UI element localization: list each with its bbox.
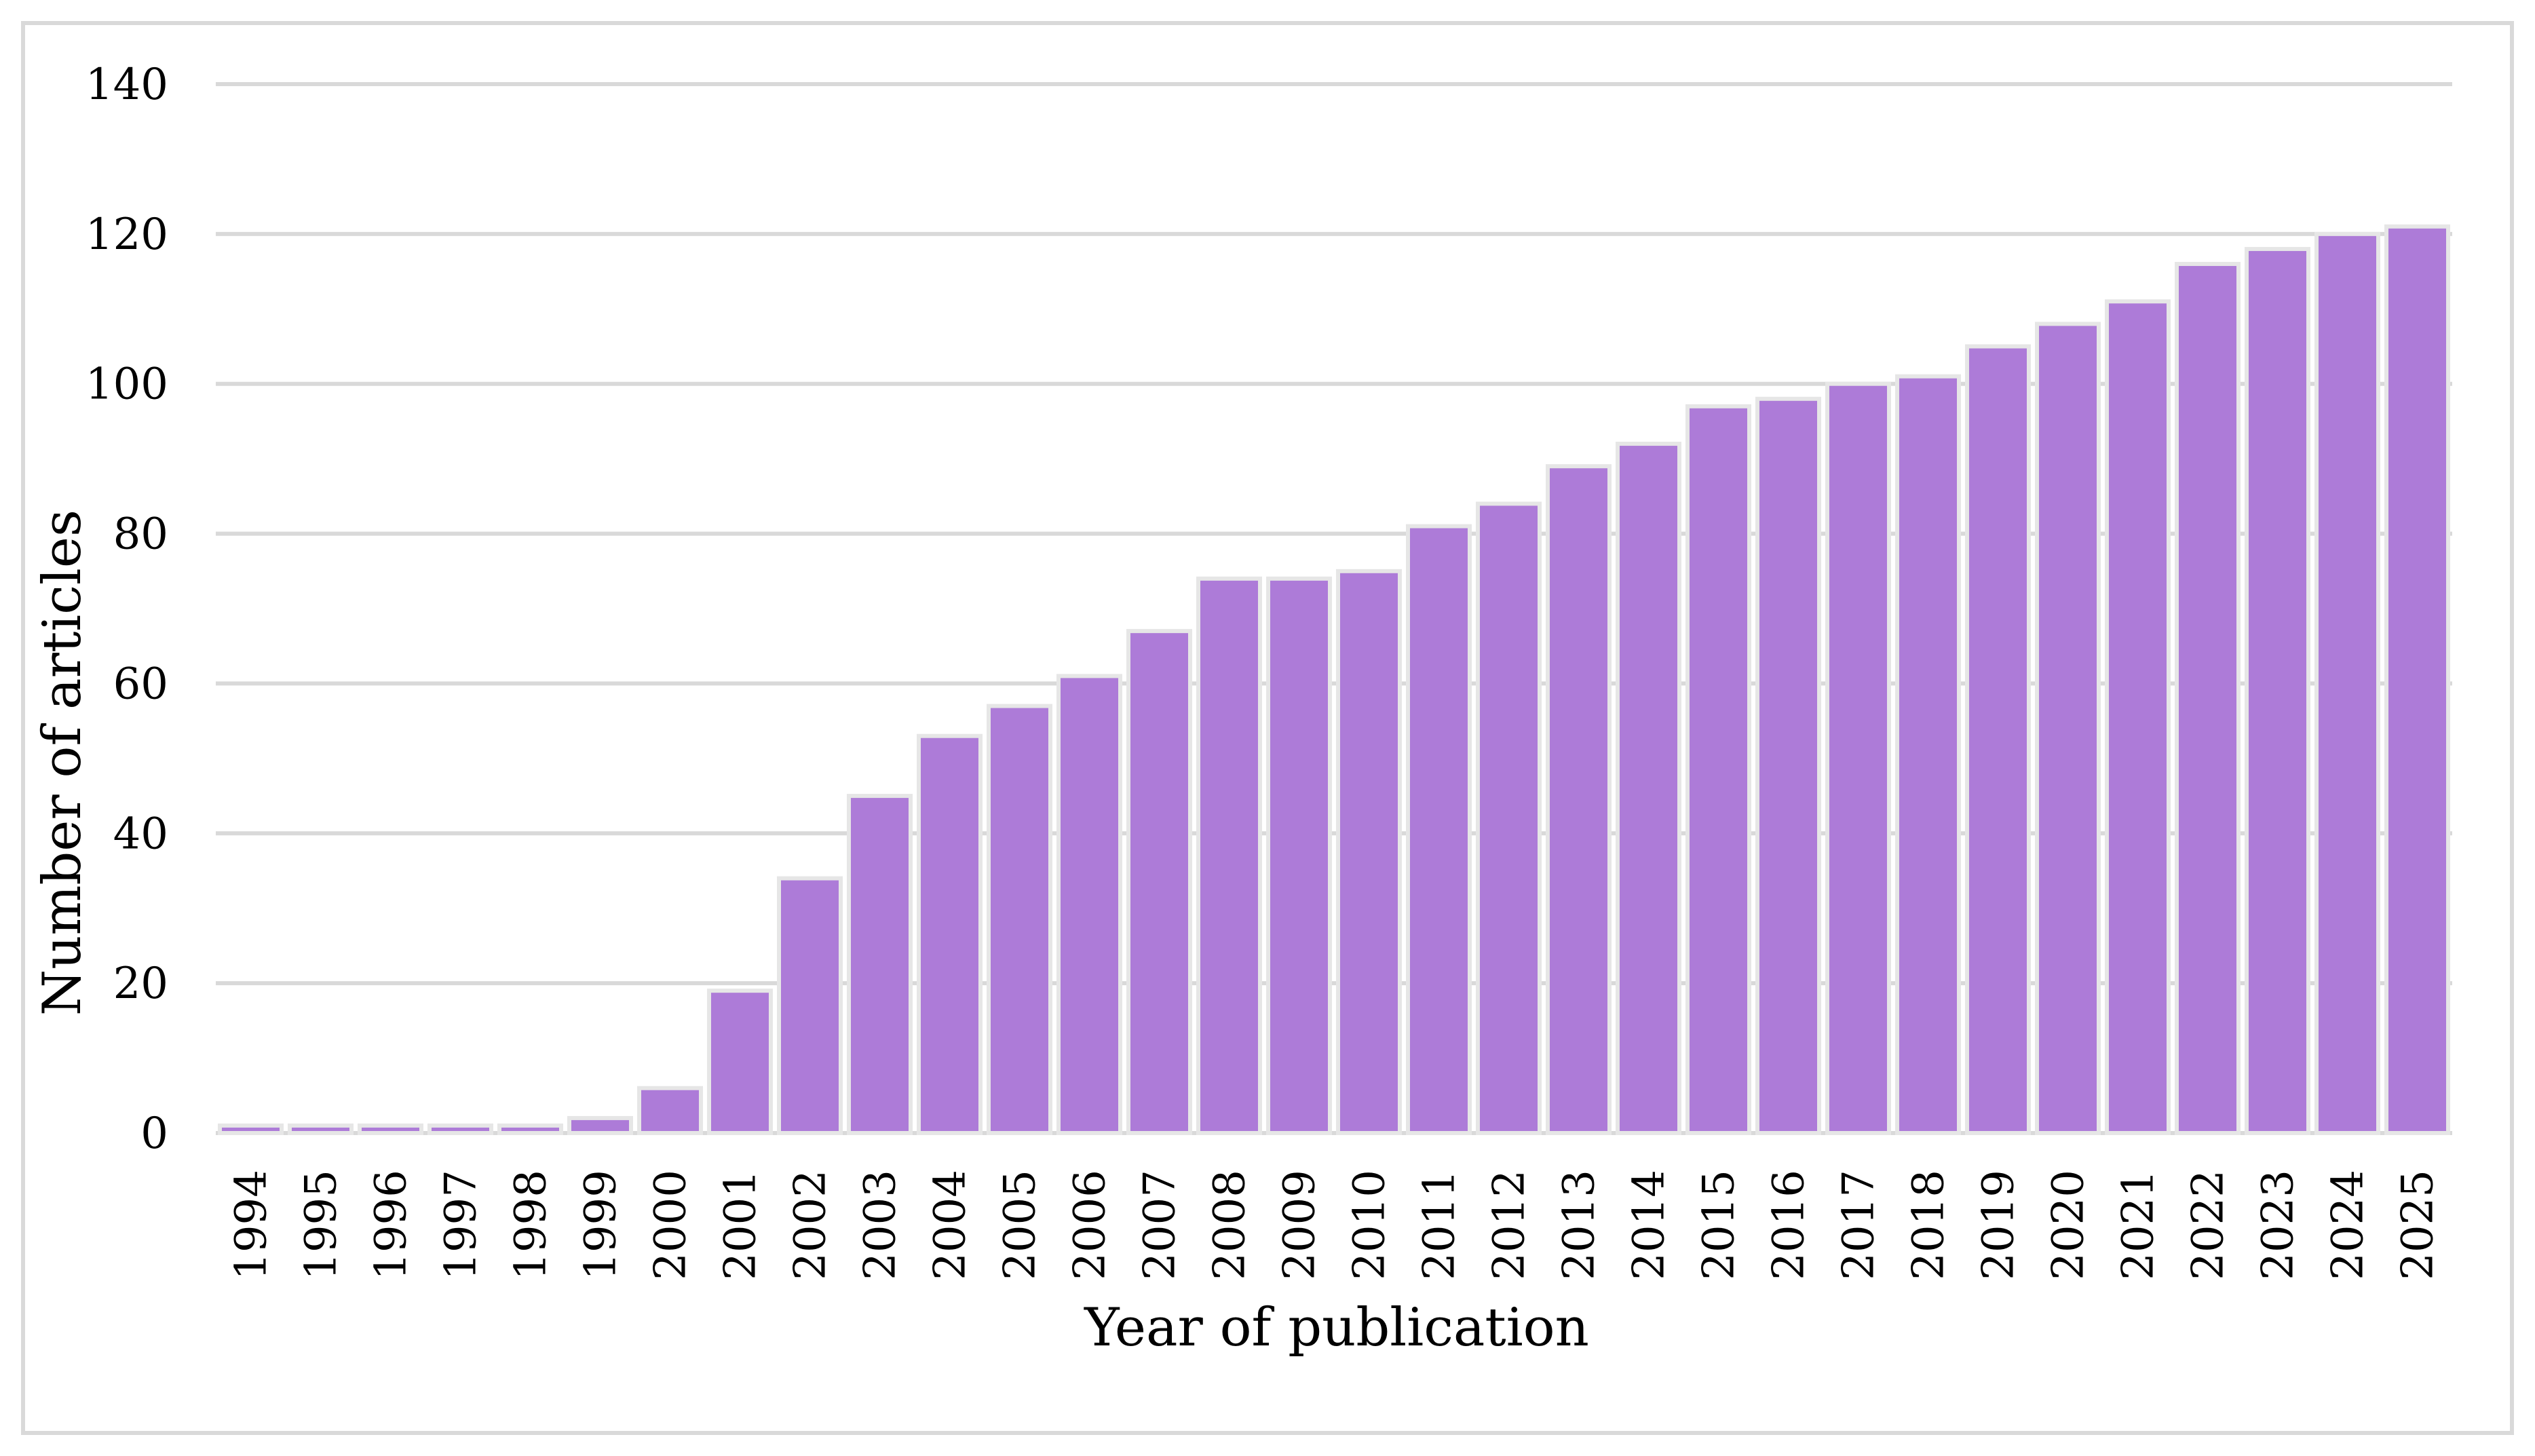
- bar-2001: [707, 989, 773, 1135]
- y-tick-label: 100: [85, 360, 168, 410]
- x-tick-label: 2019: [1974, 1170, 2024, 1280]
- x-tick-label: 2021: [2114, 1170, 2164, 1280]
- x-axis-ticks: 1994 1995 1996 1997 1998 1999 2000 2001 2002 2003…: [227, 1170, 2443, 1280]
- bar-1997: [427, 1123, 493, 1136]
- bar-2013: [1546, 464, 1612, 1135]
- bar-2025: [2384, 224, 2450, 1135]
- x-tick-label: 2000: [646, 1170, 696, 1280]
- x-tick-label: 2016: [1764, 1170, 1814, 1280]
- bar-2018: [1895, 374, 1961, 1136]
- x-tick-label: 2022: [2184, 1170, 2234, 1280]
- bar-2004: [917, 733, 983, 1135]
- y-axis-title: Number of articles: [32, 510, 93, 1016]
- x-tick-label: 1998: [506, 1170, 556, 1280]
- bar-2019: [1965, 344, 2031, 1135]
- bar-2008: [1196, 576, 1262, 1135]
- y-axis-ticks: 0 20 40 60 80 100 120 140: [85, 60, 168, 1159]
- x-tick-label: 2024: [2323, 1170, 2374, 1280]
- y-tick-label: 40: [113, 809, 168, 859]
- y-tick-label: 80: [113, 510, 168, 560]
- x-tick-label: 2011: [1415, 1170, 1465, 1280]
- bar-1995: [288, 1123, 354, 1136]
- bar-2002: [777, 876, 843, 1135]
- x-tick-label: 2017: [1834, 1170, 1884, 1280]
- bar-2017: [1825, 381, 1891, 1136]
- x-tick-label: 1997: [436, 1170, 487, 1280]
- bar-2011: [1406, 524, 1472, 1135]
- y-tick-label: 0: [140, 1109, 168, 1159]
- y-tick-label: 60: [113, 659, 168, 709]
- bar-2000: [637, 1086, 703, 1135]
- x-tick-label: 2002: [786, 1170, 836, 1280]
- bar-2010: [1336, 569, 1402, 1135]
- x-tick-label: 2003: [856, 1170, 906, 1280]
- y-tick-label: 120: [85, 210, 168, 260]
- x-tick-label: 2001: [716, 1170, 766, 1280]
- x-tick-label: 2008: [1205, 1170, 1255, 1280]
- bars: [218, 224, 2450, 1136]
- x-tick-label: 2018: [1904, 1170, 1954, 1280]
- x-tick-label: 1994: [227, 1170, 277, 1280]
- x-tick-label: 2020: [2044, 1170, 2094, 1280]
- bar-1999: [567, 1115, 633, 1136]
- bar-2021: [2105, 299, 2171, 1136]
- bar-2023: [2245, 246, 2310, 1135]
- x-tick-label: 1995: [297, 1170, 347, 1280]
- x-axis-title: Year of publication: [1084, 1297, 1589, 1358]
- bar-2003: [847, 794, 913, 1135]
- x-tick-label: 2025: [2393, 1170, 2443, 1280]
- bar-2012: [1476, 501, 1542, 1135]
- x-tick-label: 2004: [926, 1170, 976, 1280]
- x-tick-label: 2013: [1555, 1170, 1605, 1280]
- x-tick-label: 2007: [1135, 1170, 1185, 1280]
- bar-2006: [1056, 674, 1122, 1135]
- bar-2022: [2175, 262, 2241, 1135]
- bar-2005: [987, 704, 1052, 1135]
- bar-2020: [2035, 322, 2101, 1135]
- x-tick-label: 2006: [1065, 1170, 1116, 1280]
- x-tick-label: 2012: [1485, 1170, 1535, 1280]
- x-tick-label: 2015: [1694, 1170, 1745, 1280]
- x-tick-label: 1996: [366, 1170, 417, 1280]
- bar-2024: [2314, 231, 2380, 1135]
- bar-2007: [1126, 629, 1192, 1135]
- bar-2015: [1685, 404, 1751, 1135]
- bar-2016: [1755, 396, 1821, 1135]
- bar-1998: [497, 1123, 563, 1136]
- x-tick-label: 1999: [576, 1170, 626, 1280]
- x-tick-label: 2014: [1624, 1170, 1675, 1280]
- bar-1994: [218, 1123, 284, 1136]
- y-tick-label: 20: [113, 959, 168, 1009]
- bar-1996: [358, 1123, 423, 1136]
- bar-2014: [1616, 442, 1681, 1135]
- x-tick-label: 2010: [1345, 1170, 1395, 1280]
- y-tick-label: 140: [85, 60, 168, 110]
- x-tick-label: 2005: [995, 1170, 1046, 1280]
- x-tick-label: 2023: [2253, 1170, 2304, 1280]
- bar-2009: [1266, 576, 1332, 1135]
- x-tick-label: 2009: [1275, 1170, 1325, 1280]
